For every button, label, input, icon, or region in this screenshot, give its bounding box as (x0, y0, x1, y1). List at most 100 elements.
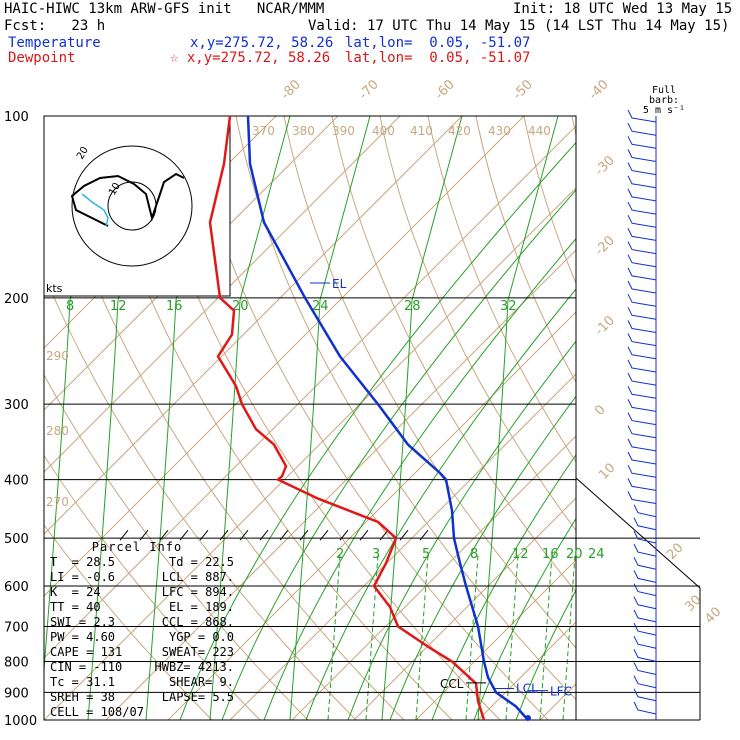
hatch-mark (239, 529, 249, 541)
parcel-info-row: Tc = 31.1 SHEAR= 9. (50, 675, 234, 690)
mixing-ratio-line (477, 116, 559, 720)
parcel-info-left: CELL = 108/07 (50, 705, 144, 719)
theta-label: 280 (46, 424, 69, 438)
parcel-info-left: CAPE = 131 (50, 645, 123, 659)
isotherm-line (44, 116, 463, 535)
parcel-info-row: LI = -0.6 LCL = 887. (50, 570, 234, 585)
hodograph-trace (70, 172, 185, 227)
parcel-info-panel: Parcel Info T = 28.5 Td = 22.5 LI = -0.6 LC… (50, 540, 234, 720)
wind-barb (633, 504, 657, 518)
wind-barb (627, 162, 657, 176)
wind-barb (633, 543, 657, 557)
parcel-info-row: CELL = 108/07 (50, 705, 234, 720)
theta-label: 370 (252, 124, 275, 138)
isotherm-line (291, 435, 576, 720)
wind-barb (633, 701, 657, 715)
mixing-ratio-label: 24 (588, 547, 605, 562)
isotherm-line (44, 116, 401, 473)
wind-barb (627, 412, 657, 426)
barb-key-unit: 5 m s⁻¹ (642, 105, 686, 116)
mixing-ratio-label: 16 (542, 547, 559, 562)
dry-adiabat (44, 524, 213, 720)
valid-time: Valid: 17 UTC Thu 14 May 15 (14 LST Thu … (308, 18, 730, 34)
isotherm-line (44, 125, 576, 659)
parcel-info-left: TT = 40 (50, 600, 101, 614)
wind-barb (627, 307, 657, 320)
theta-label: 380 (292, 124, 315, 138)
parcel-info-row: T = 28.5 Td = 22.5 (50, 555, 234, 570)
dry-adiabat (475, 116, 576, 384)
parcel-info-left: K = 24 (50, 585, 101, 599)
dry-adiabat (716, 116, 740, 720)
moist-adiabat (431, 453, 576, 720)
parcel-info-left: LI = -0.6 (50, 570, 116, 584)
plot-frame-lower-right (575, 477, 701, 720)
wind-barb (627, 333, 657, 347)
parcel-info-row: TT = 40 EL = 189. (50, 600, 234, 615)
wind-barb (627, 254, 657, 268)
hatch-mark (399, 529, 409, 541)
isotherm-line (726, 20, 740, 720)
hatch-mark (219, 529, 229, 541)
forecast-hour: Fcst: 23 h (4, 18, 106, 34)
isotherm-tick-label: 30 (682, 593, 704, 615)
temperature-xy: x,y=275.72, 58.26 (190, 35, 334, 51)
isotherm-tick-label: -10 (592, 313, 618, 339)
parcel-info-right: CCL = 868. (161, 615, 234, 629)
parcel-info-right: SWEAT= 223 (161, 645, 234, 659)
wind-barb (633, 675, 657, 689)
wind-barb (627, 372, 657, 386)
isotherm-tick-label: -40 (586, 77, 612, 103)
parcel-info-left: SREH = 38 (50, 690, 116, 704)
dry-adiabat (283, 116, 576, 649)
wind-barb (627, 438, 657, 452)
parcel-info-left: Tc = 31.1 (50, 675, 116, 689)
hatch-mark (139, 529, 149, 541)
wind-barb (627, 386, 657, 399)
pressure-tick-label: 300 (4, 398, 29, 413)
isotherm-tick-label: -80 (278, 77, 304, 103)
isotherm-line (229, 373, 576, 720)
hatch-mark (419, 529, 429, 541)
moist-adiabat (473, 517, 576, 720)
surface-marker (525, 715, 531, 721)
isotherm-tick-label: -60 (432, 77, 458, 103)
mixing-ratio-label: 12 (110, 299, 127, 314)
wind-barb (633, 662, 657, 675)
init-time: Init: 18 UTC Wed 13 May 15 (513, 1, 733, 17)
parcel-info-left: CIN = -110 (50, 660, 123, 674)
wind-barb (627, 399, 657, 412)
theta-label: 430 (488, 124, 511, 138)
isotherm-tick-label: -70 (356, 77, 382, 103)
isotherm-line (664, 20, 740, 720)
theta-label: 410 (410, 124, 433, 138)
moist-adiabat (347, 340, 576, 720)
hodograph-low-trace (81, 193, 109, 227)
wind-barb (633, 622, 657, 636)
lcl-marker-label: LCL (516, 682, 538, 696)
wind-barb (627, 122, 657, 136)
pressure-tick-label: 1000 (4, 714, 37, 729)
isotherm-line (167, 311, 576, 720)
mixing-ratio-line (381, 116, 463, 720)
parcel-info-right: SHEAR= 9. (168, 675, 234, 689)
moist-adiabat (305, 288, 576, 720)
parcel-info-row: SWI = 2.3 CCL = 868. (50, 615, 234, 630)
legend-temperature: Temperature (8, 35, 101, 51)
mixing-ratio-label: 8 (66, 299, 74, 314)
moist-adiabat (515, 589, 576, 720)
dry-adiabat (44, 272, 357, 720)
pressure-tick-label: 200 (4, 292, 29, 307)
wind-barb (627, 346, 657, 360)
isotherm-line (44, 187, 576, 720)
isotherm-line (44, 116, 339, 411)
barb-key: Full barb: 5 m s⁻¹ (634, 86, 694, 116)
mixing-ratio-line (289, 116, 371, 720)
wind-barb (633, 649, 657, 662)
ccl-marker-label: CCL (440, 677, 464, 691)
mixing-ratio-dashed (588, 555, 600, 720)
pressure-tick-label: 800 (4, 655, 29, 670)
wind-barb (627, 149, 657, 162)
parcel-info-row: SREH = 38 LAPSE= 5.5 (50, 690, 234, 705)
pressure-tick-label: 100 (4, 110, 29, 125)
